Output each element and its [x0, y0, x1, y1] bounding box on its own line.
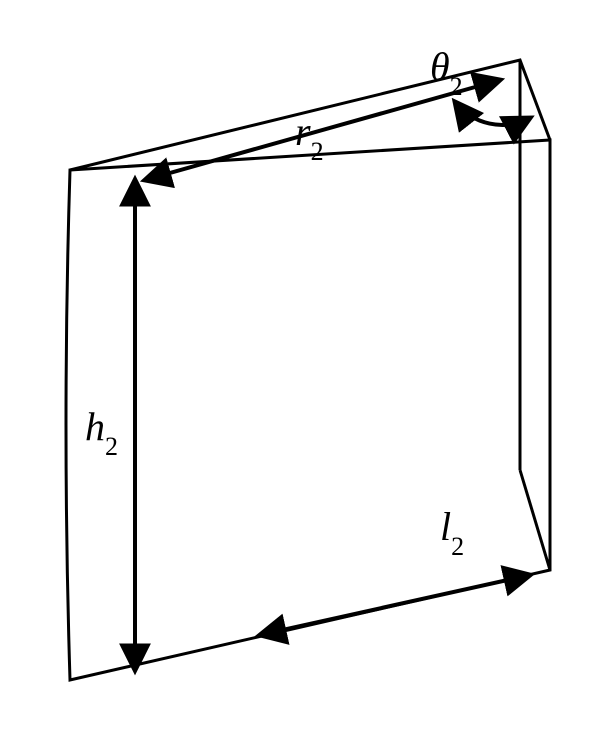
- label-l2: l2: [440, 504, 464, 561]
- dimension-arrows: [135, 80, 530, 670]
- wedge-diagram: h2r2l2θ2: [0, 0, 609, 745]
- label-theta2: θ2: [430, 44, 463, 101]
- label-h2: h2: [85, 404, 118, 461]
- dim-length-arrow: [260, 575, 530, 635]
